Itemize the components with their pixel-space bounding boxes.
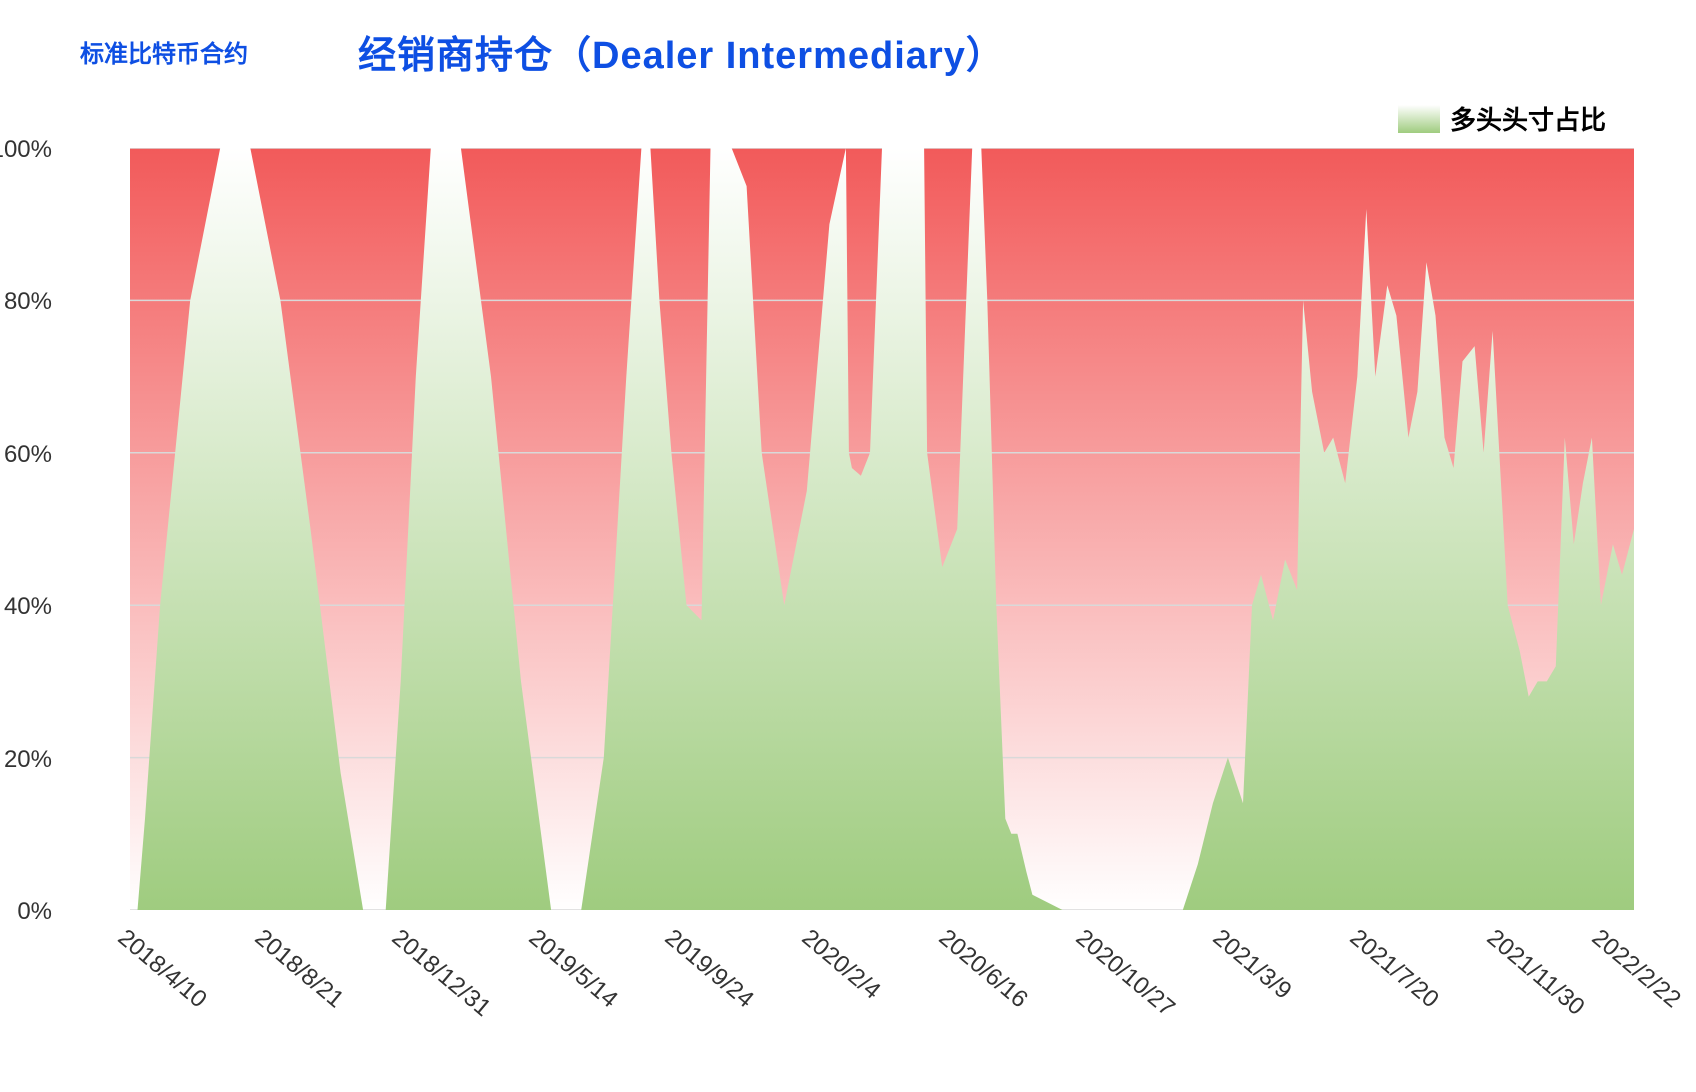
x-tick-label: 2021/11/30 xyxy=(1481,924,1590,1022)
y-tick-label: 80% xyxy=(0,288,52,316)
x-tick-label: 2021/3/9 xyxy=(1207,924,1297,1005)
chart-title: 经销商持仓（Dealer Intermediary） xyxy=(358,24,1005,79)
x-tick-label: 2019/5/14 xyxy=(523,924,623,1014)
y-tick-label: 0% xyxy=(0,898,52,926)
x-tick-label: 2018/8/21 xyxy=(249,924,349,1014)
x-tick-label: 2018/4/10 xyxy=(112,924,212,1014)
x-tick-label: 2021/7/20 xyxy=(1344,924,1444,1014)
chart-plot-area: 0%20%40%60%80%100% 2018/4/102018/8/21201… xyxy=(130,148,1634,910)
y-tick-label: 40% xyxy=(0,593,52,621)
x-tick-label: 2019/9/24 xyxy=(659,924,759,1014)
x-tick-label: 2020/10/27 xyxy=(1070,924,1180,1023)
y-tick-label: 20% xyxy=(0,746,52,774)
x-tick-label: 2022/2/22 xyxy=(1586,924,1686,1014)
y-tick-label: 100% xyxy=(0,136,52,164)
area-chart-svg xyxy=(130,148,1634,910)
chart-header: 标准比特币合约 经销商持仓（Dealer Intermediary） xyxy=(0,24,1696,79)
x-tick-label: 2020/2/4 xyxy=(796,924,886,1005)
legend-label: 多头头寸占比 xyxy=(1450,100,1606,137)
x-tick-label: 2018/12/31 xyxy=(386,924,496,1023)
chart-legend: 多头头寸占比 xyxy=(1398,100,1606,137)
x-tick-label: 2020/6/16 xyxy=(933,924,1033,1014)
y-tick-label: 60% xyxy=(0,441,52,469)
legend-swatch xyxy=(1398,105,1440,133)
chart-subtitle: 标准比特币合约 xyxy=(80,34,248,69)
